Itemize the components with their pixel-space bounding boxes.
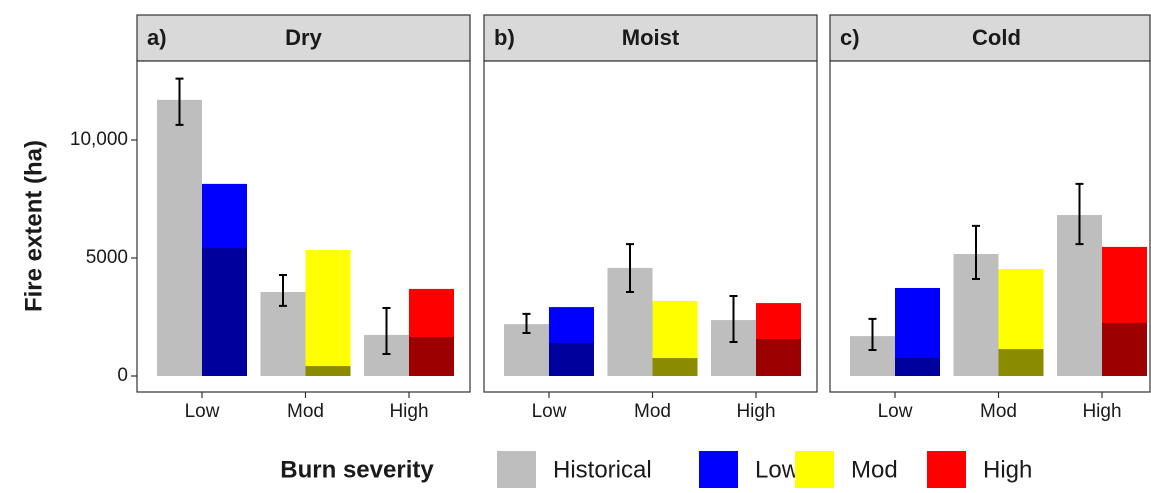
bar [305, 249, 351, 376]
strip [829, 14, 1151, 62]
bar-overlap [998, 349, 1044, 376]
x-tick-label: Mod [980, 401, 1017, 422]
error-bar [279, 273, 287, 307]
panel-tag: b) [494, 25, 515, 50]
x-tick-label: High [389, 401, 428, 422]
bar-overlap [202, 248, 247, 376]
bar-overlap [895, 358, 940, 376]
error-bar [522, 312, 531, 335]
x-tick-label: Low [878, 401, 913, 422]
x-tick-label: High [736, 401, 775, 422]
panel-title: Cold [972, 25, 1021, 50]
y-tick-label: 0 [117, 365, 128, 386]
panel-tag: c) [840, 25, 860, 50]
x-tick-label: Mod [634, 401, 671, 422]
legend-label: High [983, 456, 1032, 483]
error-bar [729, 294, 738, 344]
bar-overlap [305, 366, 351, 376]
error-bar [868, 317, 877, 352]
x-tick-label: High [1082, 401, 1121, 422]
y-tick-label: 10,000 [70, 129, 128, 150]
legend-key [927, 451, 966, 490]
strip [136, 14, 471, 62]
panel-title: Moist [622, 25, 680, 50]
bar-overlap [652, 358, 698, 376]
bar [157, 99, 202, 376]
legend-key [795, 451, 834, 490]
bar-overlap [1102, 322, 1147, 376]
error-bar [382, 307, 391, 356]
legend-title: Burn severity [280, 456, 434, 483]
bar-overlap [409, 337, 454, 376]
panel-tag: a) [147, 25, 167, 50]
strip [483, 14, 818, 62]
error-bar [175, 77, 184, 126]
bar-overlap [756, 338, 801, 376]
x-tick-label: Mod [287, 401, 324, 422]
legend-key [699, 451, 738, 490]
legend-key [497, 451, 536, 490]
bar-overlap [549, 342, 594, 376]
x-tick-label: Low [532, 401, 567, 422]
x-tick-label: Low [185, 401, 220, 422]
y-tick-label: 5000 [86, 247, 128, 268]
legend-label: Historical [553, 456, 652, 483]
y-axis-label: Fire extent (ha) [20, 140, 47, 312]
legend-label: Mod [851, 456, 898, 483]
legend-label: Low [755, 456, 800, 483]
error-bar [972, 224, 980, 280]
error-bar [1075, 182, 1084, 246]
error-bar [626, 243, 634, 293]
panel-title: Dry [285, 25, 322, 50]
